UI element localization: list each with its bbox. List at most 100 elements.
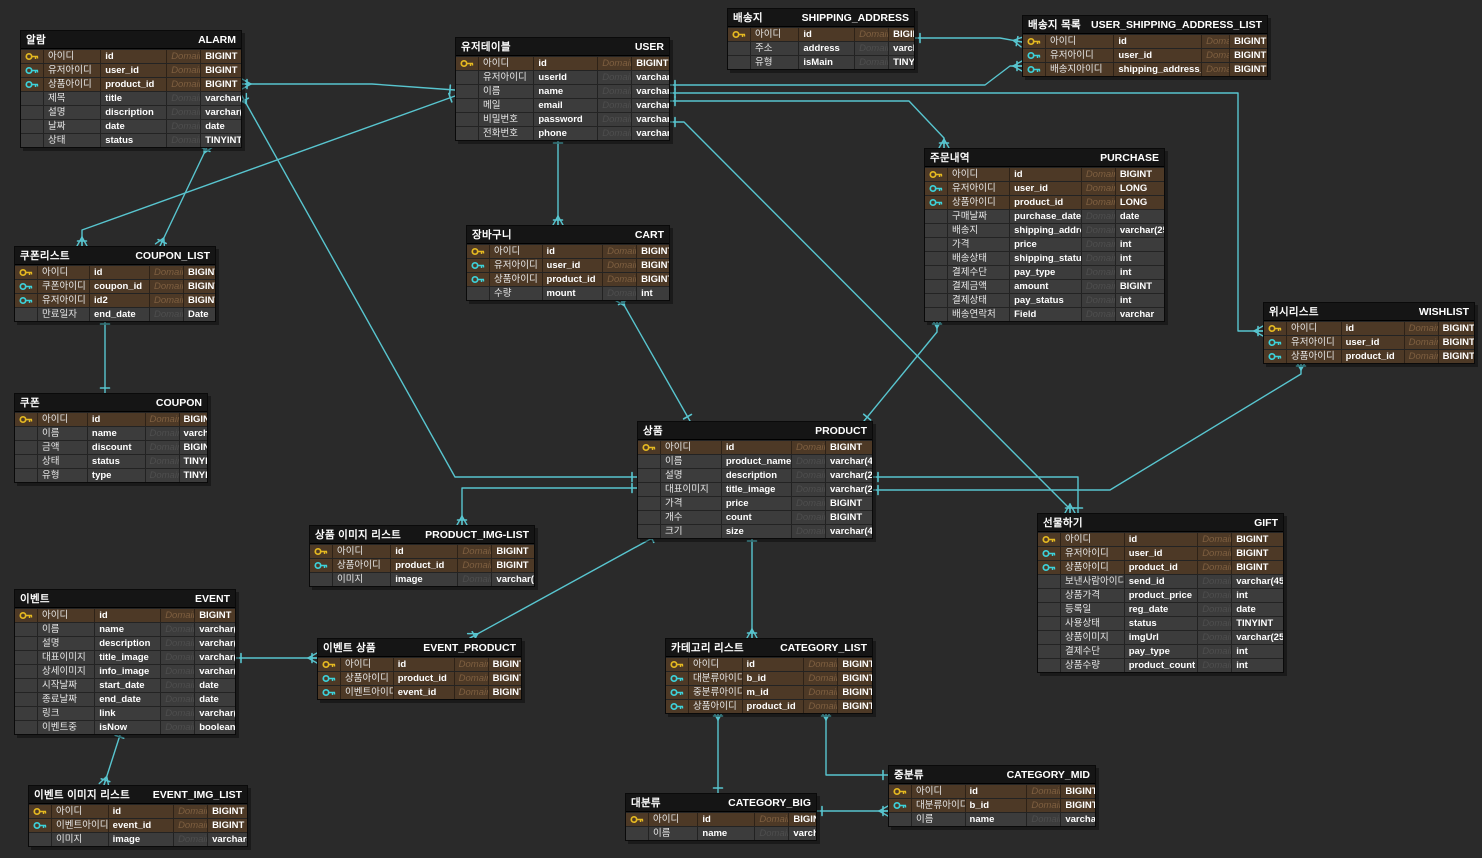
table-gift[interactable]: 선물하기GIFT아이디idDomainBIGINT유저아이디user_idDom… [1037, 513, 1284, 673]
column-row-status[interactable]: 상태statusDomainTINYINT [15, 454, 207, 468]
column-row-size[interactable]: 크기sizeDomainvarchar(45) [638, 524, 872, 538]
table-category_big[interactable]: 대분류CATEGORY_BIG아이디idDomainBIGINT이름nameDo… [625, 793, 817, 841]
relationship-wishlist-product[interactable] [872, 360, 1302, 491]
table-header-category_list[interactable]: 카테고리 리스트 CATEGORY_LIST [666, 639, 872, 657]
column-row-userId[interactable]: 유저아이디userIdDomainvarchar(45) [456, 70, 669, 84]
column-row-name[interactable]: 이름nameDomainvarchar(255) [889, 812, 1095, 826]
column-row-name[interactable]: 이름nameDomainvarchar(255) [626, 826, 816, 840]
table-event[interactable]: 이벤트EVENT아이디idDomainBIGINT이름nameDomainvar… [14, 589, 236, 735]
table-cart[interactable]: 장바구니CART아이디idDomainBIGINT유저아이디user_idDom… [466, 225, 670, 301]
column-row-link[interactable]: 링크linkDomainvarchar(255) [15, 706, 235, 720]
column-row-date[interactable]: 날짜dateDomaindate [21, 119, 241, 133]
column-row-Field[interactable]: 배송연락처FieldDomainvarchar [925, 307, 1164, 321]
table-user_shipping_address_list[interactable]: 배송지 목록 USER_SHIPPING_ADDRESS_LIST 아이디 id Dom… [1022, 15, 1268, 77]
table-event_img_list[interactable]: 이벤트 이미지 리스트EVENT_IMG_LIST아이디idDomainBIGI… [28, 785, 248, 847]
column-row-id[interactable]: 아이디idDomainBIGINT [1264, 321, 1474, 335]
column-row-id[interactable]: 아이디idDomainBIGINT [467, 244, 669, 258]
table-header-product[interactable]: 상품 PRODUCT [638, 422, 872, 440]
relationship-shipping_address-user_shipping_address_list[interactable] [914, 37, 1023, 43]
table-header-coupon[interactable]: 쿠폰 COUPON [15, 394, 207, 412]
column-row-id[interactable]: 아이디idDomainBIGINT [1038, 532, 1283, 546]
column-row-id[interactable]: 아이디idDomainBIGINT [638, 440, 872, 454]
column-row-price[interactable]: 가격priceDomainBIGINT [638, 496, 872, 510]
table-category_mid[interactable]: 중분류CATEGORY_MID아이디idDomainBIGINT대분류아이디b_… [888, 765, 1096, 827]
table-product_img_list[interactable]: 상품 이미지 리스트PRODUCT_IMG-LIST아이디idDomainBIG… [309, 525, 535, 587]
column-row-id[interactable]: 아이디idDomainBIGINT [728, 27, 914, 41]
table-header-product_img_list[interactable]: 상품 이미지 리스트 PRODUCT_IMG-LIST [310, 526, 534, 544]
table-header-event_img_list[interactable]: 이벤트 이미지 리스트 EVENT_IMG_LIST [29, 786, 247, 804]
table-alarm[interactable]: 알람ALARM아이디idDomainBIGINT유저아이디user_idDoma… [20, 30, 242, 148]
relationship-purchase-product[interactable] [863, 318, 938, 422]
column-row-email[interactable]: 메일emailDomainvarchar(45) [456, 98, 669, 112]
column-row-id[interactable]: 아이디idDomainBIGINT [15, 412, 207, 426]
column-row-imgUrl[interactable]: 상품이미지imgUrlDomainvarchar(255) [1038, 630, 1283, 644]
relationship-category_list-category_mid[interactable] [825, 710, 889, 776]
column-row-phone[interactable]: 전화번호phoneDomainvarchar(45) [456, 126, 669, 140]
column-row-id[interactable]: 아이디idDomainBIGINT [318, 657, 521, 671]
column-row-id[interactable]: 아이디idDomainBIGINT [666, 657, 872, 671]
table-header-user_shipping_address_list[interactable]: 배송지 목록 USER_SHIPPING_ADDRESS_LIST [1023, 16, 1267, 34]
column-row-id[interactable]: 아이디idDomainBIGINT [456, 56, 669, 70]
column-row-name[interactable]: 이름nameDomainvarchar(45) [15, 426, 207, 440]
column-row-id[interactable]: 아이디idDomainBIGINT [889, 784, 1095, 798]
column-row-description[interactable]: 설명descriptionDomainvarchar(255) [638, 468, 872, 482]
table-product[interactable]: 상품PRODUCT아이디idDomainBIGINT이름product_name… [637, 421, 873, 539]
table-event_product[interactable]: 이벤트 상품EVENT_PRODUCT아이디idDomainBIGINT상품아이… [317, 638, 522, 700]
table-header-cart[interactable]: 장바구니 CART [467, 226, 669, 244]
column-row-id[interactable]: 아이디idDomainBIGINT [1023, 34, 1267, 48]
relationship-alarm-user[interactable] [241, 83, 456, 91]
relationship-alarm-product[interactable] [241, 95, 638, 478]
table-user[interactable]: 유저테이블USER아이디idDomainBIGINT유저아이디userIdDom… [455, 37, 670, 141]
table-header-event[interactable]: 이벤트 EVENT [15, 590, 235, 608]
table-header-gift[interactable]: 선물하기 GIFT [1038, 514, 1283, 532]
table-purchase[interactable]: 주문내역PURCHASE아이디idDomainBIGINT유저아이디user_i… [924, 148, 1165, 322]
table-header-alarm[interactable]: 알람 ALARM [21, 31, 241, 49]
relationship-alarm-coupon_list[interactable] [159, 144, 209, 247]
table-header-purchase[interactable]: 주문내역 PURCHASE [925, 149, 1164, 167]
column-row-image[interactable]: 이미지imageDomainvarchar(255) [310, 572, 534, 586]
table-header-wishlist[interactable]: 위시리스트 WISHLIST [1264, 303, 1474, 321]
relationship-product-gift[interactable] [872, 476, 1079, 514]
column-row-title[interactable]: 제목titleDomainvarchar(45) [21, 91, 241, 105]
column-row-isNow[interactable]: 이벤트중isNowDomainboolean [15, 720, 235, 734]
table-coupon[interactable]: 쿠폰COUPON아이디idDomainBIGINT이름nameDomainvar… [14, 393, 208, 483]
column-row-id[interactable]: 아이디idDomainBIGINT [626, 812, 816, 826]
table-coupon_list[interactable]: 쿠폰리스트COUPON_LIST아이디idDomainBIGINT쿠폰아이디co… [14, 246, 216, 322]
table-wishlist[interactable]: 위시리스트WISHLIST아이디idDomainBIGINT유저아이디user_… [1263, 302, 1475, 364]
column-row-mount[interactable]: 수량mountDomainint [467, 286, 669, 300]
column-row-address[interactable]: 주소addressDomainvarchar(45) [728, 41, 914, 55]
table-header-category_mid[interactable]: 중분류 CATEGORY_MID [889, 766, 1095, 784]
relationship-product-product_img_list[interactable] [461, 487, 638, 526]
table-shipping_address[interactable]: 배송지SHIPPING_ADDRESS아이디idDomainBIGINT주소ad… [727, 8, 915, 70]
column-row-image[interactable]: 이미지imageDomainvarchar(255) [29, 832, 247, 846]
column-row-amount[interactable]: 결제금액amountDomainBIGINT [925, 279, 1164, 293]
column-row-status[interactable]: 상태statusDomainTINYINT [21, 133, 241, 147]
column-row-name[interactable]: 이름nameDomainvarchar(45) [15, 622, 235, 636]
